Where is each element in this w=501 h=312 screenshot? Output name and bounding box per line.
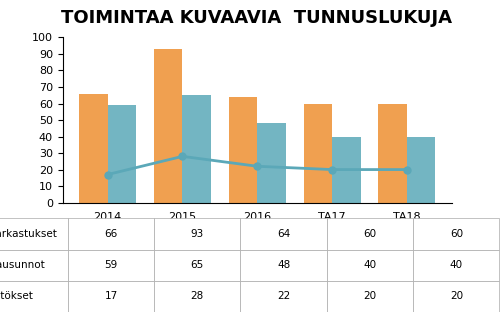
Bar: [154, 49, 182, 202]
Bar: [303, 104, 332, 202]
Bar: [107, 105, 136, 202]
Bar: [406, 137, 434, 202]
Bar: [257, 123, 285, 202]
Text: TOIMINTAA KUVAAVIA  TUNNUSLUKUJA: TOIMINTAA KUVAAVIA TUNNUSLUKUJA: [61, 9, 451, 27]
Bar: [79, 94, 107, 202]
Bar: [228, 97, 257, 202]
Bar: [332, 137, 360, 202]
Bar: [182, 95, 210, 202]
Bar: [378, 104, 406, 202]
